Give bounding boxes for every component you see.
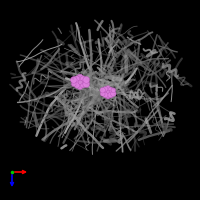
Circle shape (103, 87, 108, 91)
Circle shape (100, 91, 105, 96)
Circle shape (106, 86, 110, 91)
Circle shape (73, 79, 79, 85)
Circle shape (105, 93, 111, 99)
Circle shape (108, 92, 114, 98)
Circle shape (74, 83, 80, 88)
Circle shape (77, 84, 83, 90)
Circle shape (70, 77, 77, 83)
Circle shape (77, 79, 83, 85)
Circle shape (81, 83, 86, 88)
Circle shape (102, 90, 107, 94)
Circle shape (83, 81, 90, 88)
Circle shape (103, 92, 108, 98)
Circle shape (71, 82, 76, 86)
Circle shape (110, 89, 115, 95)
Circle shape (74, 76, 80, 81)
Circle shape (111, 91, 116, 97)
Circle shape (83, 77, 90, 83)
Circle shape (105, 89, 111, 95)
Circle shape (81, 76, 86, 81)
Circle shape (77, 74, 83, 81)
Circle shape (109, 87, 113, 91)
Circle shape (82, 79, 87, 85)
Circle shape (100, 87, 105, 93)
Circle shape (111, 88, 116, 93)
